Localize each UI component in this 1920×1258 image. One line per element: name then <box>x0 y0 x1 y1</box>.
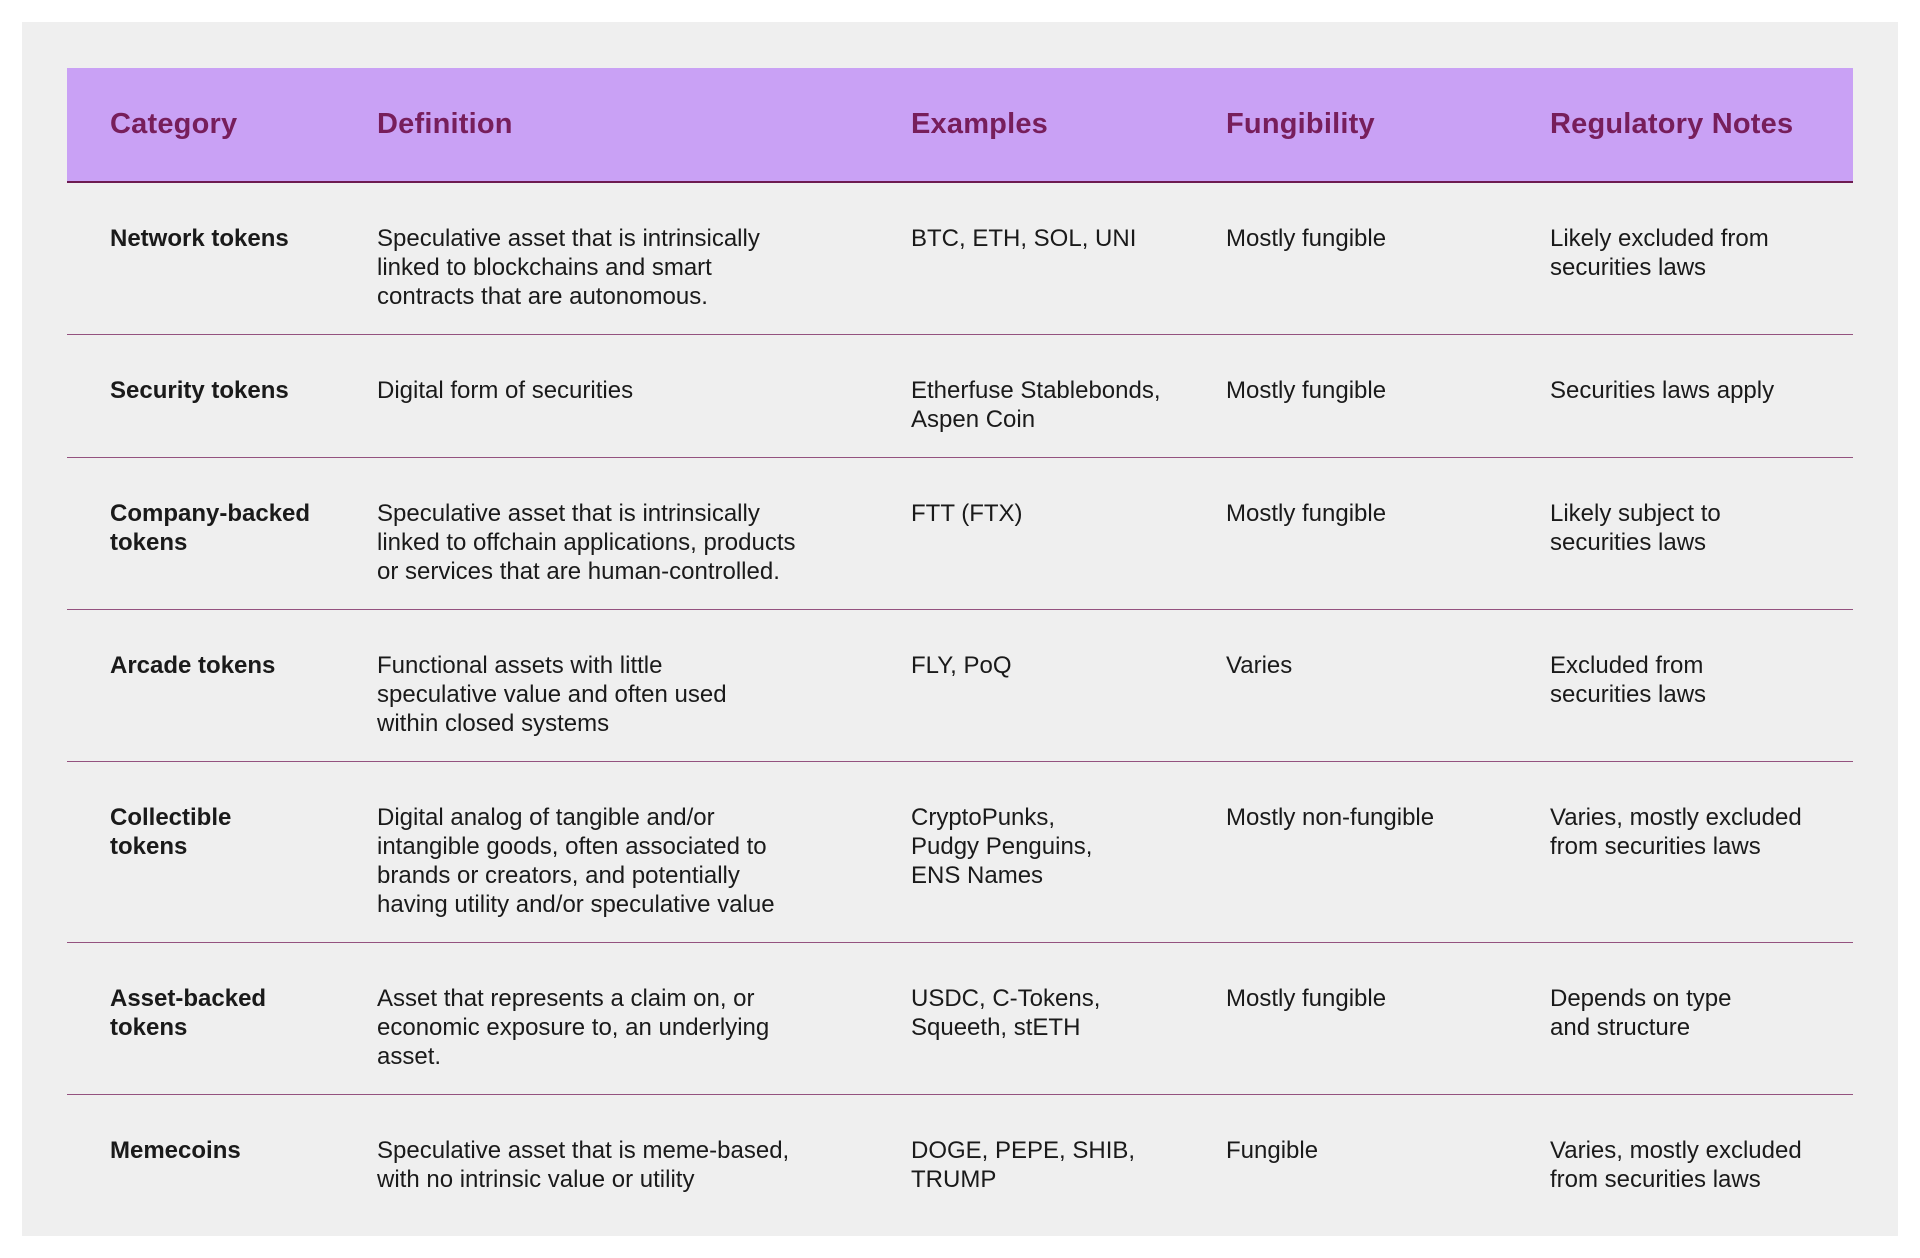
cell-definition: Speculative asset that is intrinsically … <box>377 225 760 310</box>
cell-fungibility: Mostly fungible <box>1226 377 1387 404</box>
cell-fungibility: Varies <box>1226 652 1293 679</box>
cell-category: Arcade tokens <box>110 652 276 679</box>
table-row-network-tokens: Network tokens Speculative asset that is… <box>67 183 1853 335</box>
column-header-examples: Examples <box>911 108 1049 140</box>
cell-category: Memecoins <box>110 1137 241 1164</box>
cell-fungibility: Mostly fungible <box>1226 500 1387 527</box>
cell-regulatory-notes: Varies, mostly excluded from securities … <box>1550 804 1802 860</box>
cell-examples: Etherfuse Stablebonds, Aspen Coin <box>911 377 1161 433</box>
cell-definition: Asset that represents a claim on, or eco… <box>377 985 770 1070</box>
table-row-arcade-tokens: Arcade tokens Functional assets with lit… <box>67 610 1853 762</box>
cell-fungibility: Mostly non-fungible <box>1226 804 1435 831</box>
table-row-collectible-tokens: Collectible tokens Digital analog of tan… <box>67 762 1853 943</box>
token-categories-table: Category Definition Examples Fungibility… <box>67 68 1853 1217</box>
cell-fungibility: Mostly fungible <box>1226 225 1387 252</box>
table-row-security-tokens: Security tokens Digital form of securiti… <box>67 335 1853 458</box>
cell-category: Network tokens <box>110 225 289 252</box>
column-header-category: Category <box>110 108 238 140</box>
cell-definition: Speculative asset that is intrinsically … <box>377 500 796 585</box>
cell-definition: Digital analog of tangible and/or intang… <box>377 804 775 918</box>
cell-examples: BTC, ETH, SOL, UNI <box>911 225 1137 252</box>
cell-definition: Speculative asset that is meme-based, wi… <box>377 1137 790 1193</box>
cell-examples: USDC, C-Tokens, Squeeth, stETH <box>911 985 1101 1041</box>
cell-regulatory-notes: Securities laws apply <box>1550 377 1775 404</box>
cell-fungibility: Fungible <box>1226 1137 1319 1164</box>
cell-definition: Functional assets with little speculativ… <box>377 652 727 737</box>
content-panel: Category Definition Examples Fungibility… <box>22 22 1898 1236</box>
cell-fungibility: Mostly fungible <box>1226 985 1387 1012</box>
cell-regulatory-notes: Likely subject to securities laws <box>1550 500 1721 556</box>
cell-regulatory-notes: Depends on type and structure <box>1550 985 1732 1041</box>
table-row-memecoins: Memecoins Speculative asset that is meme… <box>67 1095 1853 1217</box>
table-row-asset-backed-tokens: Asset-backed tokens Asset that represent… <box>67 943 1853 1095</box>
cell-examples: FTT (FTX) <box>911 500 1023 527</box>
cell-regulatory-notes: Varies, mostly excluded from securities … <box>1550 1137 1802 1193</box>
table-header-row: Category Definition Examples Fungibility… <box>67 68 1853 183</box>
cell-category: Collectible tokens <box>110 804 232 860</box>
cell-examples: CryptoPunks, Pudgy Penguins, ENS Names <box>911 804 1093 889</box>
cell-category: Company-backed tokens <box>110 500 311 556</box>
cell-definition: Digital form of securities <box>377 377 634 404</box>
column-header-fungibility: Fungibility <box>1226 108 1375 140</box>
cell-examples: DOGE, PEPE, SHIB, TRUMP <box>911 1137 1136 1193</box>
cell-category: Asset-backed tokens <box>110 985 267 1041</box>
column-header-regulatory-notes: Regulatory Notes <box>1550 108 1794 140</box>
cell-regulatory-notes: Likely excluded from securities laws <box>1550 225 1769 281</box>
table-row-company-backed-tokens: Company-backed tokens Speculative asset … <box>67 458 1853 610</box>
cell-category: Security tokens <box>110 377 289 404</box>
column-header-definition: Definition <box>377 108 513 140</box>
cell-examples: FLY, PoQ <box>911 652 1012 679</box>
cell-regulatory-notes: Excluded from securities laws <box>1550 652 1707 708</box>
